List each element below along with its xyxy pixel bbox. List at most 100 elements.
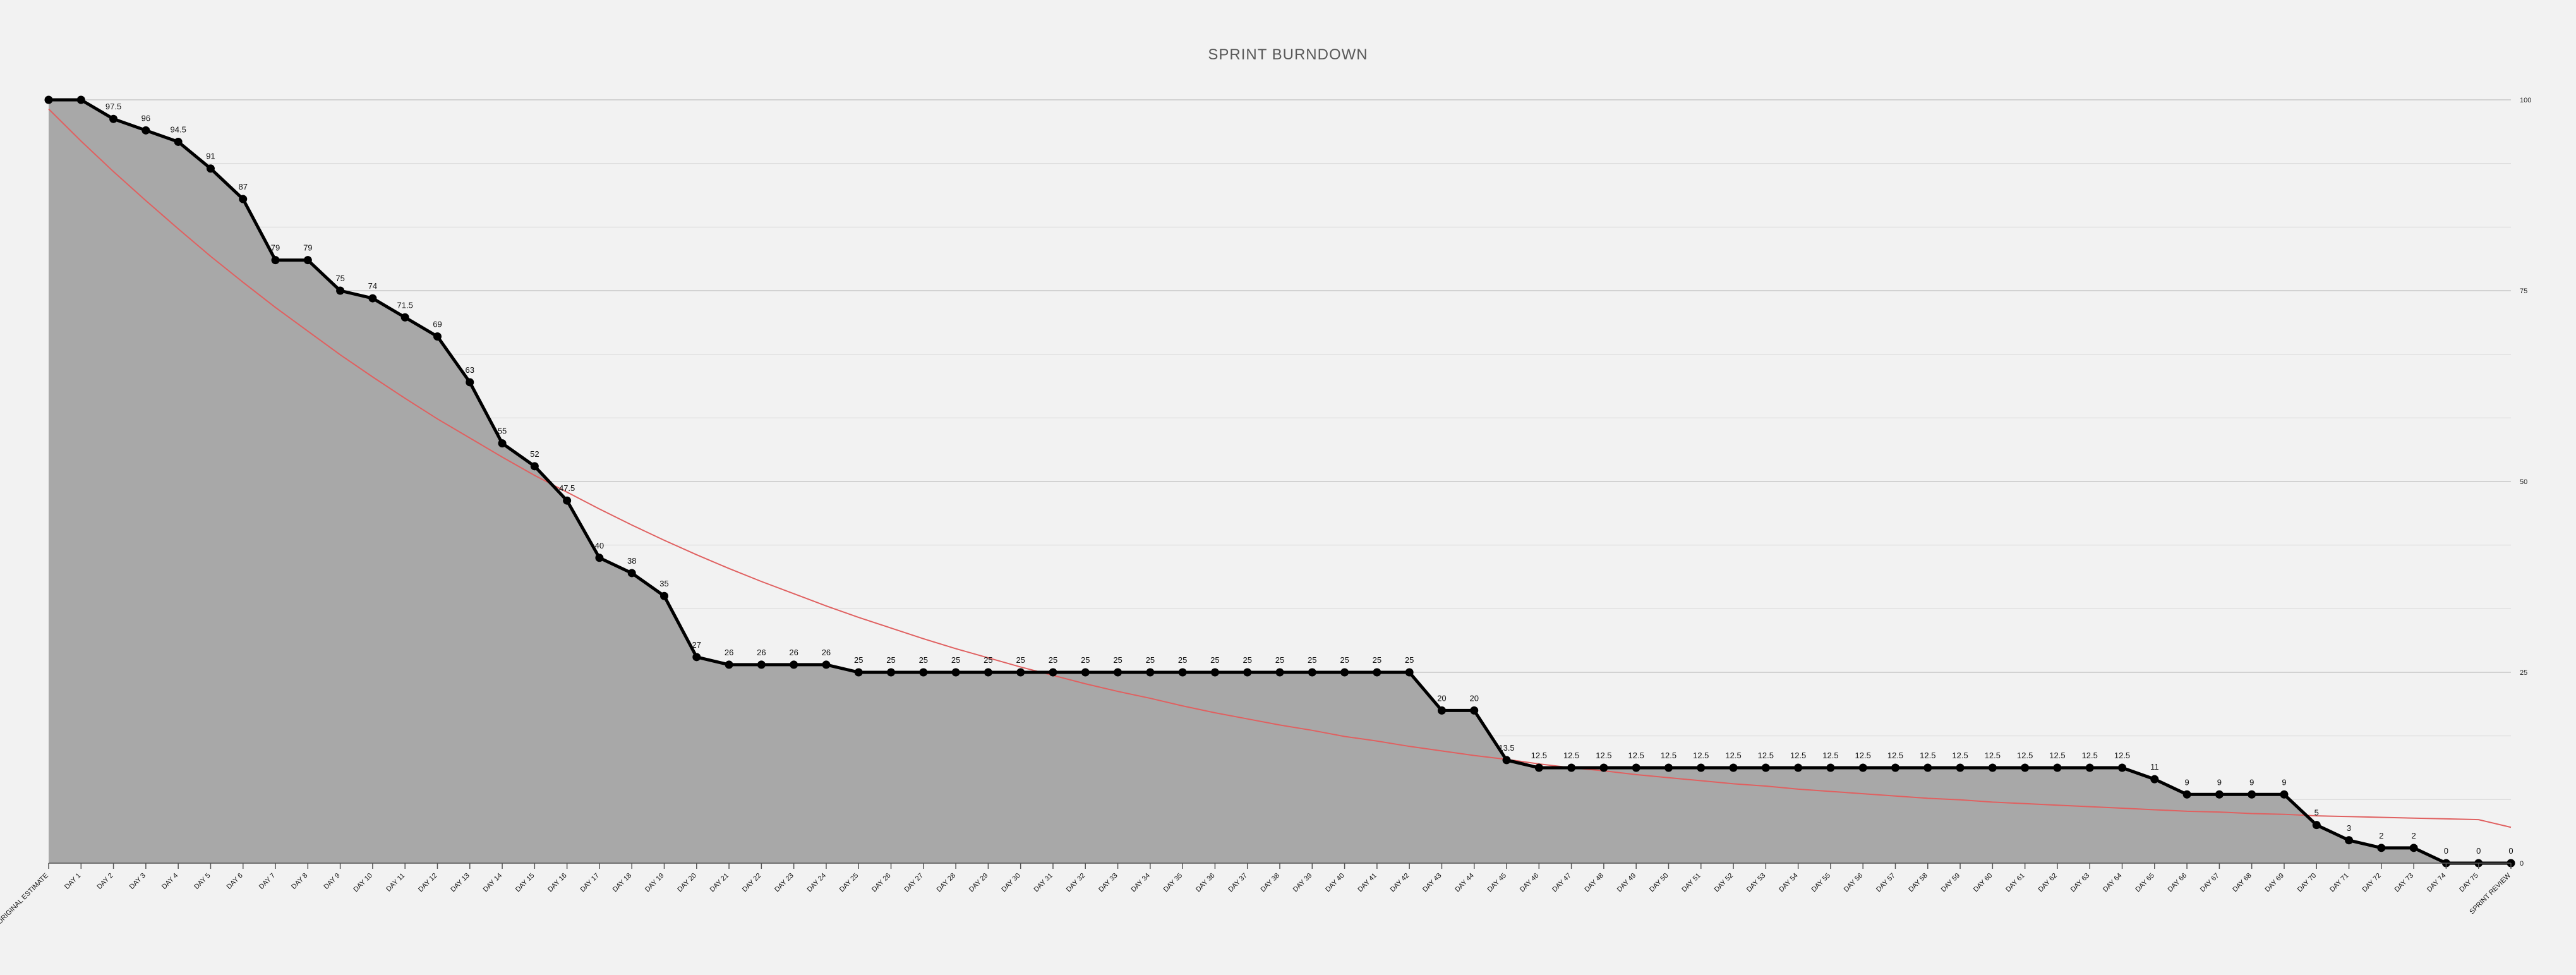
x-tick-label: DAY 43 [1421, 872, 1443, 894]
data-label: 12.5 [2114, 751, 2130, 760]
y-axis: 0 25 50 75 100 [2520, 97, 2531, 868]
x-tick-label: DAY 2 [95, 872, 114, 891]
x-tick-label: DAY 39 [1292, 872, 1314, 894]
data-point [174, 137, 183, 146]
x-tick-label: DAY 17 [579, 872, 601, 894]
data-point [2118, 763, 2127, 772]
data-label: 75 [335, 274, 344, 283]
x-tick-label: DAY 10 [352, 872, 374, 894]
x-tick-label: ORIGINAL ESTIMATE [0, 872, 50, 926]
x-tick-label: DAY 38 [1260, 872, 1282, 894]
data-point [1794, 763, 1803, 772]
data-label: 25 [1340, 655, 1349, 665]
data-label: 25 [1405, 655, 1414, 665]
data-label: 25 [1081, 655, 1090, 665]
data-point [660, 591, 668, 600]
x-tick-label: DAY 12 [417, 872, 439, 894]
data-label: 0 [2508, 846, 2513, 856]
data-point [2085, 763, 2094, 772]
data-label: 12.5 [1952, 751, 1968, 760]
data-label: 25 [919, 655, 928, 665]
x-tick-label: DAY 29 [968, 872, 990, 894]
x-tick-label: DAY 49 [1616, 872, 1638, 894]
x-tick-label: DAY 16 [546, 872, 569, 894]
data-label: 71.5 [397, 300, 413, 310]
data-point [466, 378, 474, 387]
y-tick-label: 100 [2520, 97, 2531, 104]
x-tick-label: DAY 23 [773, 872, 795, 894]
x-tick-label: DAY 63 [2069, 872, 2091, 894]
data-label: 12.5 [1531, 751, 1547, 760]
x-tick-label: DAY 8 [290, 872, 309, 891]
x-tick-label: DAY 20 [676, 872, 698, 894]
data-label: 25 [886, 655, 895, 665]
x-tick-label: DAY 44 [1454, 872, 1476, 894]
data-point [2248, 790, 2256, 799]
data-label: 25 [1373, 655, 1381, 665]
data-label: 2 [2379, 831, 2383, 840]
data-point [1146, 668, 1155, 677]
x-tick-label: DAY 64 [2102, 872, 2124, 894]
area-fill [49, 100, 2511, 863]
x-tick-label: DAY 34 [1129, 872, 1152, 894]
x-tick-label: DAY 59 [1940, 872, 1962, 894]
data-point [1049, 668, 1057, 677]
data-label: 25 [1016, 655, 1025, 665]
data-point [400, 313, 409, 322]
data-point [336, 286, 345, 295]
data-point [1534, 763, 1543, 772]
data-label: 20 [1437, 693, 1446, 703]
data-label: 47.5 [559, 483, 575, 493]
x-tick-label: DAY 30 [1000, 872, 1022, 894]
x-tick-label: DAY 48 [1583, 872, 1605, 894]
x-tick-label: DAY 67 [2199, 872, 2221, 894]
x-tick-label: DAY 74 [2426, 872, 2448, 894]
data-point [1405, 668, 1414, 677]
data-label: 25 [1210, 655, 1219, 665]
x-tick-label: DAY 5 [193, 872, 212, 891]
x-tick-label: DAY 13 [449, 872, 471, 894]
data-label: 0 [2476, 846, 2481, 856]
data-point [109, 114, 118, 123]
x-tick-label: DAY 41 [1356, 872, 1378, 894]
data-point [1016, 668, 1025, 677]
data-point [239, 195, 248, 203]
x-tick-label: DAY 45 [1486, 872, 1508, 894]
data-point [725, 660, 733, 669]
data-label: 12.5 [1887, 751, 1903, 760]
data-point [1243, 668, 1252, 677]
x-tick-label: DAY 40 [1324, 872, 1346, 894]
data-point [1761, 763, 1770, 772]
data-point [2409, 844, 2418, 852]
x-tick-label: DAY 72 [2361, 872, 2383, 894]
data-point [1956, 763, 1965, 772]
data-point [951, 668, 960, 677]
x-tick-label: DAY 11 [385, 872, 406, 893]
data-label: 12.5 [1758, 751, 1774, 760]
data-point [2312, 821, 2321, 830]
data-point [44, 95, 53, 104]
x-tick-label: DAY 56 [1843, 872, 1865, 894]
data-label: 25 [984, 655, 992, 665]
x-tick-label: DAY 32 [1065, 872, 1087, 894]
data-label: 52 [530, 449, 539, 459]
data-label: 25 [1178, 655, 1187, 665]
data-point [1664, 763, 1673, 772]
x-tick-label: DAY 68 [2231, 872, 2253, 894]
data-label: 25 [1113, 655, 1122, 665]
data-label: 25 [1049, 655, 1057, 665]
data-label: 55 [498, 427, 507, 436]
data-point [2053, 763, 2062, 772]
data-label: 20 [1470, 693, 1479, 703]
x-tick-label: DAY 55 [1810, 872, 1832, 894]
data-label: 12.5 [2082, 751, 2098, 760]
x-tick-label: DAY 6 [226, 872, 244, 891]
data-label: 12.5 [1725, 751, 1741, 760]
data-point [1502, 756, 1511, 765]
data-point [303, 256, 312, 265]
data-label: 91 [206, 152, 215, 161]
y-tick-label: 25 [2520, 669, 2527, 677]
x-tick-label: DAY 25 [838, 872, 860, 894]
x-tick-label: DAY 50 [1648, 872, 1670, 894]
